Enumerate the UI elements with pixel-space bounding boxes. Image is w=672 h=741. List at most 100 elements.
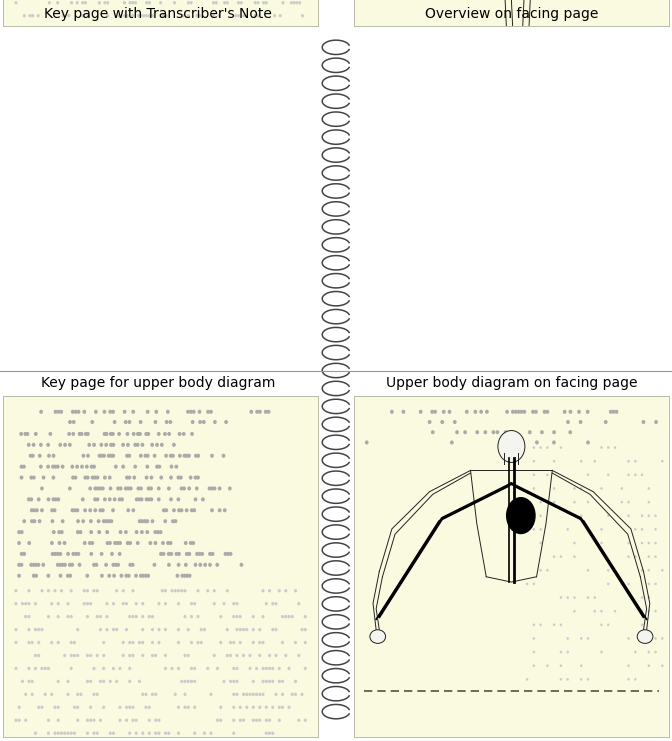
Circle shape (655, 514, 657, 517)
Circle shape (62, 541, 67, 545)
Circle shape (99, 443, 103, 447)
Ellipse shape (324, 310, 348, 324)
Circle shape (183, 705, 187, 709)
Circle shape (218, 486, 222, 491)
Circle shape (112, 602, 115, 605)
Circle shape (190, 1, 193, 4)
Circle shape (114, 562, 118, 567)
Circle shape (14, 628, 17, 631)
Circle shape (83, 508, 87, 512)
Circle shape (89, 602, 92, 605)
Circle shape (235, 628, 239, 631)
Circle shape (261, 589, 265, 593)
Circle shape (157, 628, 161, 631)
Circle shape (219, 641, 222, 644)
Circle shape (151, 14, 154, 18)
Circle shape (165, 14, 168, 18)
Circle shape (177, 476, 180, 479)
Circle shape (196, 453, 200, 458)
Circle shape (137, 497, 141, 502)
Circle shape (448, 410, 452, 413)
Ellipse shape (324, 345, 348, 359)
Circle shape (132, 615, 134, 618)
Circle shape (183, 589, 187, 593)
Ellipse shape (498, 431, 525, 462)
Circle shape (245, 628, 249, 631)
Ellipse shape (324, 686, 348, 701)
Circle shape (92, 589, 95, 593)
Circle shape (164, 589, 167, 593)
Circle shape (607, 623, 610, 626)
Circle shape (258, 705, 261, 709)
Circle shape (148, 719, 151, 722)
Circle shape (56, 679, 60, 683)
Circle shape (118, 497, 122, 502)
Circle shape (149, 486, 153, 491)
Circle shape (560, 651, 562, 654)
Circle shape (115, 679, 118, 683)
Circle shape (154, 693, 157, 696)
Circle shape (627, 501, 630, 503)
Circle shape (86, 719, 89, 722)
Circle shape (607, 446, 610, 449)
Circle shape (19, 432, 23, 436)
Circle shape (60, 589, 63, 593)
Circle shape (540, 569, 542, 571)
Circle shape (169, 476, 173, 479)
Circle shape (196, 589, 200, 593)
Circle shape (140, 443, 144, 447)
Circle shape (112, 453, 115, 458)
Circle shape (48, 1, 51, 4)
Circle shape (32, 519, 36, 523)
Circle shape (587, 678, 589, 681)
Circle shape (648, 651, 650, 654)
Circle shape (271, 602, 274, 605)
Circle shape (233, 719, 235, 722)
Circle shape (128, 1, 132, 4)
Circle shape (216, 719, 219, 722)
Circle shape (46, 465, 50, 469)
Circle shape (138, 679, 141, 683)
Circle shape (53, 552, 57, 556)
Circle shape (281, 641, 284, 644)
Circle shape (96, 486, 99, 491)
Circle shape (173, 693, 177, 696)
Ellipse shape (324, 94, 348, 108)
Circle shape (132, 589, 134, 593)
Circle shape (191, 420, 194, 424)
Circle shape (365, 440, 369, 445)
Circle shape (29, 453, 32, 458)
Circle shape (553, 460, 556, 462)
Circle shape (89, 679, 92, 683)
Circle shape (89, 530, 93, 534)
Circle shape (54, 410, 57, 413)
Circle shape (71, 432, 75, 436)
Circle shape (83, 476, 87, 479)
Ellipse shape (324, 58, 348, 73)
Circle shape (185, 508, 189, 512)
Circle shape (40, 705, 44, 709)
Circle shape (627, 678, 630, 681)
Circle shape (641, 473, 643, 476)
Circle shape (190, 641, 193, 644)
Circle shape (265, 679, 268, 683)
Circle shape (109, 453, 113, 458)
Circle shape (600, 446, 603, 449)
Circle shape (133, 443, 137, 447)
Circle shape (177, 602, 180, 605)
Circle shape (108, 410, 112, 413)
Circle shape (77, 552, 80, 556)
Circle shape (542, 410, 546, 413)
Circle shape (21, 602, 24, 605)
Circle shape (141, 693, 144, 696)
Circle shape (271, 731, 274, 735)
Circle shape (77, 410, 81, 413)
Circle shape (73, 731, 76, 735)
Circle shape (144, 574, 148, 578)
Circle shape (76, 705, 79, 709)
Circle shape (255, 693, 258, 696)
Circle shape (641, 569, 643, 571)
Circle shape (249, 667, 251, 670)
Circle shape (56, 410, 60, 413)
Circle shape (71, 410, 75, 413)
